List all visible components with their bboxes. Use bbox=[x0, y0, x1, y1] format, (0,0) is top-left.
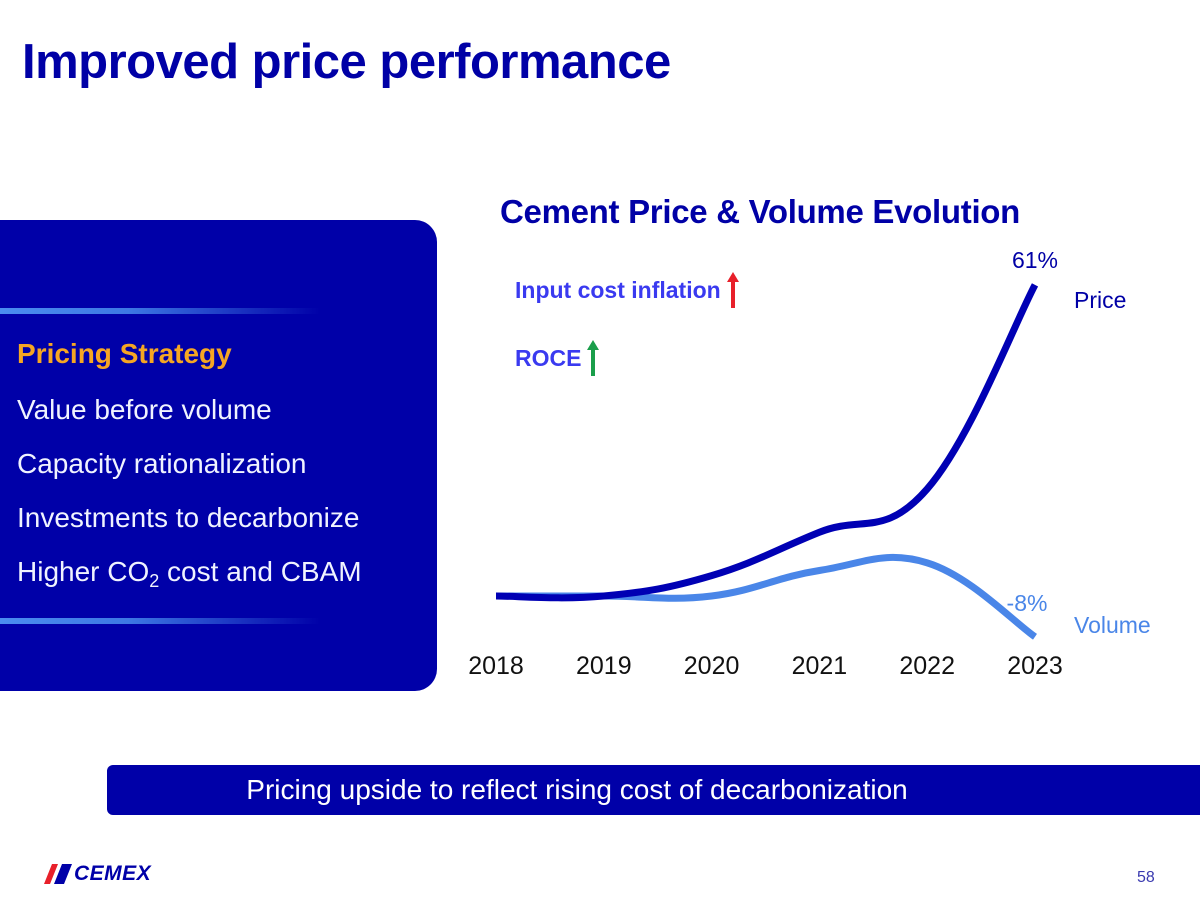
annotation-label: Input cost inflation bbox=[515, 276, 721, 303]
x-tick-label: 2023 bbox=[1007, 652, 1063, 680]
arrow-up-icon bbox=[726, 272, 739, 308]
key-message-banner: Pricing upside to reflect rising cost of… bbox=[107, 765, 1200, 815]
x-tick-label: 2018 bbox=[468, 652, 524, 680]
cemex-logo: CEMEX bbox=[44, 862, 151, 886]
price-end-value-label: 61% bbox=[1012, 247, 1058, 273]
x-tick-label: 2020 bbox=[684, 652, 740, 680]
logo-text: CEMEX bbox=[74, 862, 152, 885]
pricing-strategy-panel: Pricing Strategy Value before volume Cap… bbox=[0, 220, 437, 691]
page-number: 58 bbox=[1137, 869, 1155, 886]
volume-end-value-label: -8% bbox=[1007, 590, 1048, 616]
strategy-item: Investments to decarbonize bbox=[17, 502, 360, 533]
x-tick-label: 2021 bbox=[792, 652, 848, 680]
x-tick-label: 2019 bbox=[576, 652, 632, 680]
price-series-label: Price bbox=[1074, 287, 1126, 313]
strategy-item: Capacity rationalization bbox=[17, 448, 307, 479]
strategy-item-text: cost and CBAM bbox=[159, 556, 362, 587]
arrow-up-icon bbox=[587, 340, 600, 376]
series-line-volume bbox=[495, 553, 1038, 640]
panel-divider-top bbox=[0, 308, 320, 314]
strategy-item-text: Higher CO bbox=[17, 556, 150, 587]
chart-title: Cement Price & Volume Evolution bbox=[500, 193, 1021, 230]
strategy-item: Higher CO2 cost and CBAM bbox=[17, 552, 362, 606]
panel-divider-bottom bbox=[0, 618, 320, 624]
annotation-input-cost-inflation: Input cost inflation bbox=[515, 272, 739, 308]
volume-series-label: Volume bbox=[1074, 612, 1151, 638]
panel-heading: Pricing Strategy bbox=[17, 338, 232, 369]
annotation-roce: ROCE bbox=[515, 340, 600, 376]
annotation-label: ROCE bbox=[515, 344, 582, 371]
logo-stripes-icon bbox=[44, 864, 72, 884]
series-line-price bbox=[495, 283, 1039, 602]
subscript: 2 bbox=[149, 571, 160, 591]
strategy-item: Value before volume bbox=[17, 394, 272, 425]
x-tick-label: 2022 bbox=[899, 652, 955, 680]
banner-text: Pricing upside to reflect rising cost of… bbox=[246, 774, 908, 805]
strategy-list: Value before volume Capacity rationaliza… bbox=[17, 390, 362, 606]
page-title: Improved price performance bbox=[22, 35, 671, 89]
